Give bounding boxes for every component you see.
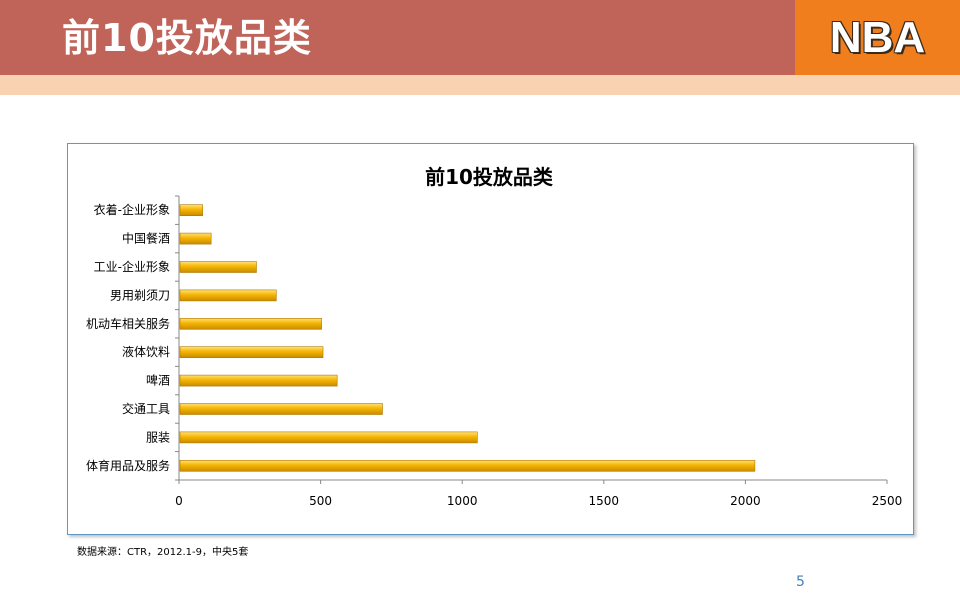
y-tick-label: 交通工具 <box>122 401 170 416</box>
chart-frame: 前10投放品类 衣着-企业形象中国餐酒工业-企业形象男用剃须刀机动车相关服务液体… <box>67 143 914 535</box>
y-tick-label: 男用剃须刀 <box>110 288 170 302</box>
y-tick-label: 中国餐酒 <box>122 231 170 246</box>
bar-chart: 前10投放品类 衣着-企业形象中国餐酒工业-企业形象男用剃须刀机动车相关服务液体… <box>86 165 903 508</box>
bar <box>179 374 338 387</box>
y-tick-label: 服装 <box>146 430 170 444</box>
bar <box>179 318 322 330</box>
x-tick-label: 2000 <box>730 494 761 508</box>
bar <box>179 459 756 472</box>
x-tick-label: 1500 <box>589 494 620 508</box>
bar <box>179 289 277 302</box>
y-tick-label: 啤酒 <box>146 373 170 388</box>
bar <box>179 204 203 217</box>
y-tick-label: 衣着-企业形象 <box>94 202 170 217</box>
y-tick-label: 工业-企业形象 <box>94 259 170 274</box>
bar <box>179 261 257 273</box>
logo-box: NBA <box>795 0 960 75</box>
y-tick-label: 机动车相关服务 <box>86 316 170 331</box>
x-tick-label: 1000 <box>447 494 478 508</box>
data-source-note: 数据来源：CTR，2012.1-9，中央5套 <box>77 547 249 558</box>
bar <box>179 346 324 358</box>
x-tick-label: 500 <box>309 494 332 508</box>
bar <box>179 431 478 444</box>
bar <box>179 403 383 415</box>
chart-title: 前10投放品类 <box>425 165 553 189</box>
header-stripe <box>0 75 960 95</box>
header-bar: 前10投放品类 <box>0 0 795 75</box>
x-tick-label: 0 <box>175 494 183 508</box>
page-title: 前10投放品类 <box>62 16 312 60</box>
nba-logo: NBA <box>829 13 926 62</box>
y-tick-label: 体育用品及服务 <box>86 458 170 473</box>
page-number: 5 <box>796 574 805 590</box>
x-tick-label: 2500 <box>872 494 903 508</box>
y-tick-label: 液体饮料 <box>122 344 170 359</box>
bar <box>179 232 212 245</box>
